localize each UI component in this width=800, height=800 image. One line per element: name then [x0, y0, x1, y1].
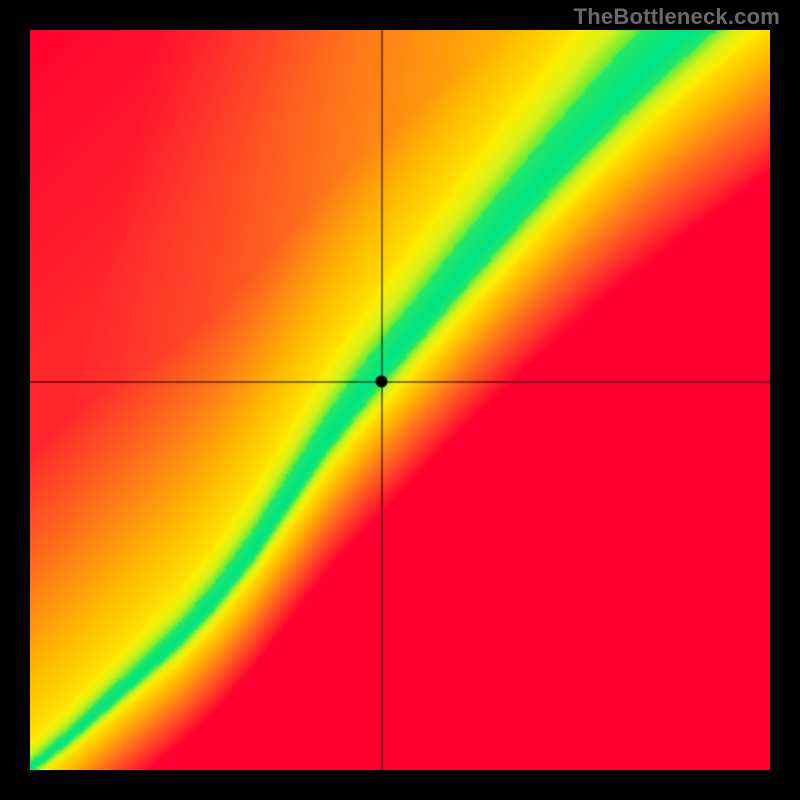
chart-container: TheBottleneck.com: [0, 0, 800, 800]
watermark-text: TheBottleneck.com: [574, 4, 780, 30]
crosshair-overlay: [30, 30, 770, 770]
